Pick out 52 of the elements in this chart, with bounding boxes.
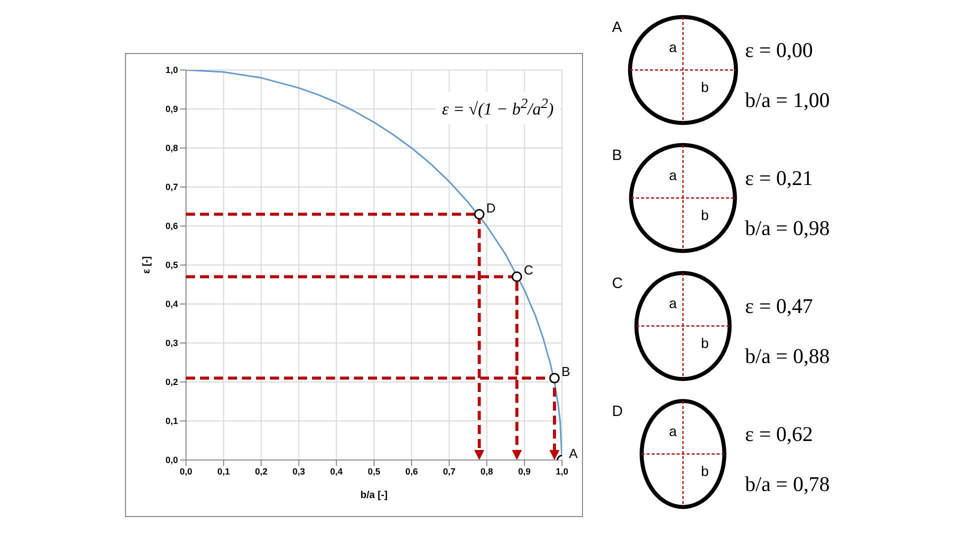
annotation: ε = √(1 − b$^{2}$/a$^{2}$) [436,92,560,124]
x-tick-label: 0,7 [442,466,456,476]
text: b [701,463,709,479]
annotation: B [561,364,570,380]
x-tick-label: 0,6 [405,466,418,476]
x-axis-title: b/a [-] [360,490,388,501]
text: ε = 0,47 [745,294,813,318]
x-tick-label: 0,4 [330,466,343,476]
text: b/a = 0,88 [745,344,830,368]
text: B [612,147,622,164]
text: a [669,295,677,311]
text: ε = 0,21 [745,166,813,190]
y-tick-label: 0,9 [165,104,178,114]
text: b/a = 0,78 [745,472,830,496]
text: a [669,423,677,439]
text: b [701,79,709,95]
text: a [669,39,677,55]
text: C [612,275,623,292]
point [512,271,522,282]
y-tick-label: 0,6 [165,221,178,232]
annotation: C [524,262,534,278]
y-axis-title: ε [-] [142,256,153,274]
x-tick-label: 1,0 [556,466,568,476]
x-tick-label: 0,8 [480,466,494,476]
text: b [701,335,709,351]
text: a [669,167,677,183]
y-tick-label: 1,0 [165,65,178,76]
text: D [612,403,623,420]
y-tick-label: 0,3 [165,338,178,348]
text: A [612,19,622,36]
x-tick-label: 0,5 [368,466,380,476]
annotation: D [486,200,496,216]
point [474,209,485,220]
y-tick-label: 0,4 [165,299,178,310]
text: b/a = 1,00 [745,88,830,112]
y-tick-label: 0,7 [165,182,178,192]
text: b [701,207,709,223]
x-tick-label: 0,0 [180,466,192,476]
y-tick-label: 0,0 [165,455,178,466]
text: ε = 0,00 [745,38,813,62]
y-tick-label: 0,5 [165,260,178,270]
x-tick-label: 0,9 [518,466,531,476]
text: b/a = 0,98 [745,216,830,240]
y-tick-label: 0,8 [165,143,178,154]
y-tick-label: 0,1 [165,416,178,426]
annotation: A [569,446,578,461]
text: ε = 0,62 [745,422,813,446]
y-tick-label: 0,2 [165,377,178,388]
x-tick-label: 0,1 [217,466,230,476]
x-tick-label: 0,2 [254,466,268,476]
x-tick-label: 0,3 [292,466,306,476]
point [549,372,560,384]
